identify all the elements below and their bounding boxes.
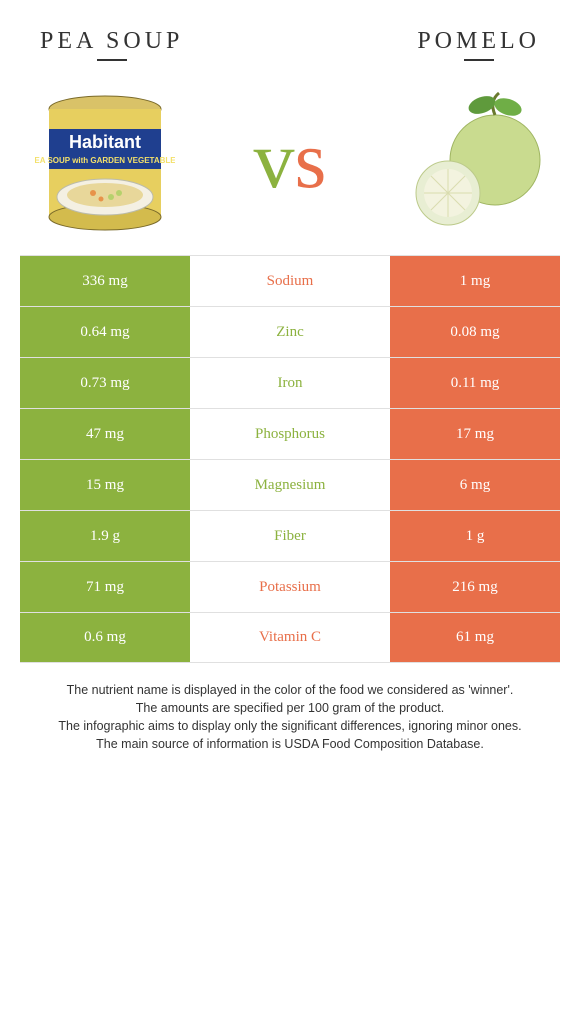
nutrient-name-cell: Vitamin C	[190, 613, 390, 662]
vs-v: v	[254, 113, 295, 207]
titles-row: Pea soup Pomelo	[0, 0, 580, 55]
svg-text:Habitant: Habitant	[69, 132, 141, 152]
left-value-cell: 0.64 mg	[20, 307, 190, 357]
vs-label: vs	[254, 113, 327, 207]
table-row: 0.6 mgVitamin C61 mg	[20, 612, 560, 663]
right-value-cell: 17 mg	[390, 409, 560, 459]
nutrient-name-cell: Magnesium	[190, 460, 390, 510]
left-value-cell: 1.9 g	[20, 511, 190, 561]
hero-row: Habitant PEA SOUP with GARDEN VEGETABLES…	[0, 55, 580, 255]
right-value-cell: 61 mg	[390, 613, 560, 662]
nutrient-comparison-table: 336 mgSodium1 mg0.64 mgZinc0.08 mg0.73 m…	[20, 255, 560, 663]
left-food-title: Pea soup	[40, 28, 183, 55]
footnotes: The nutrient name is displayed in the co…	[0, 681, 580, 784]
nutrient-name-cell: Phosphorus	[190, 409, 390, 459]
table-row: 1.9 gFiber1 g	[20, 510, 560, 561]
svg-text:PEA SOUP with GARDEN VEGETABLE: PEA SOUP with GARDEN VEGETABLES	[35, 156, 175, 165]
footnote-line: The nutrient name is displayed in the co…	[22, 681, 558, 699]
table-row: 15 mgMagnesium6 mg	[20, 459, 560, 510]
right-value-cell: 0.08 mg	[390, 307, 560, 357]
table-row: 0.73 mgIron0.11 mg	[20, 357, 560, 408]
pea-soup-can-icon: Habitant PEA SOUP with GARDEN VEGETABLES	[30, 85, 180, 235]
left-value-cell: 71 mg	[20, 562, 190, 612]
nutrient-name-cell: Sodium	[190, 256, 390, 306]
nutrient-name-cell: Potassium	[190, 562, 390, 612]
pomelo-icon	[400, 85, 550, 235]
table-row: 0.64 mgZinc0.08 mg	[20, 306, 560, 357]
right-value-cell: 1 g	[390, 511, 560, 561]
right-value-cell: 216 mg	[390, 562, 560, 612]
right-value-cell: 6 mg	[390, 460, 560, 510]
table-row: 47 mgPhosphorus17 mg	[20, 408, 560, 459]
footnote-line: The main source of information is USDA F…	[22, 735, 558, 753]
right-food-title: Pomelo	[417, 28, 540, 55]
left-value-cell: 336 mg	[20, 256, 190, 306]
right-value-cell: 0.11 mg	[390, 358, 560, 408]
footnote-line: The amounts are specified per 100 gram o…	[22, 699, 558, 717]
vs-s: s	[295, 113, 327, 207]
table-row: 71 mgPotassium216 mg	[20, 561, 560, 612]
left-value-cell: 0.6 mg	[20, 613, 190, 662]
nutrient-name-cell: Fiber	[190, 511, 390, 561]
left-value-cell: 15 mg	[20, 460, 190, 510]
left-value-cell: 0.73 mg	[20, 358, 190, 408]
left-value-cell: 47 mg	[20, 409, 190, 459]
table-row: 336 mgSodium1 mg	[20, 255, 560, 306]
nutrient-name-cell: Iron	[190, 358, 390, 408]
right-value-cell: 1 mg	[390, 256, 560, 306]
nutrient-name-cell: Zinc	[190, 307, 390, 357]
footnote-line: The infographic aims to display only the…	[22, 717, 558, 735]
